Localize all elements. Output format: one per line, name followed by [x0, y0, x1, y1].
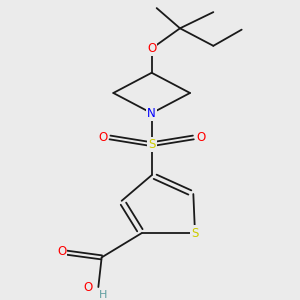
Text: O: O — [84, 280, 93, 293]
Text: O: O — [57, 245, 66, 259]
Text: O: O — [98, 131, 107, 144]
Text: O: O — [196, 131, 205, 144]
Text: O: O — [147, 42, 156, 55]
Text: S: S — [148, 138, 155, 151]
Text: H: H — [99, 290, 107, 300]
Text: S: S — [191, 226, 199, 240]
Text: N: N — [147, 107, 156, 120]
